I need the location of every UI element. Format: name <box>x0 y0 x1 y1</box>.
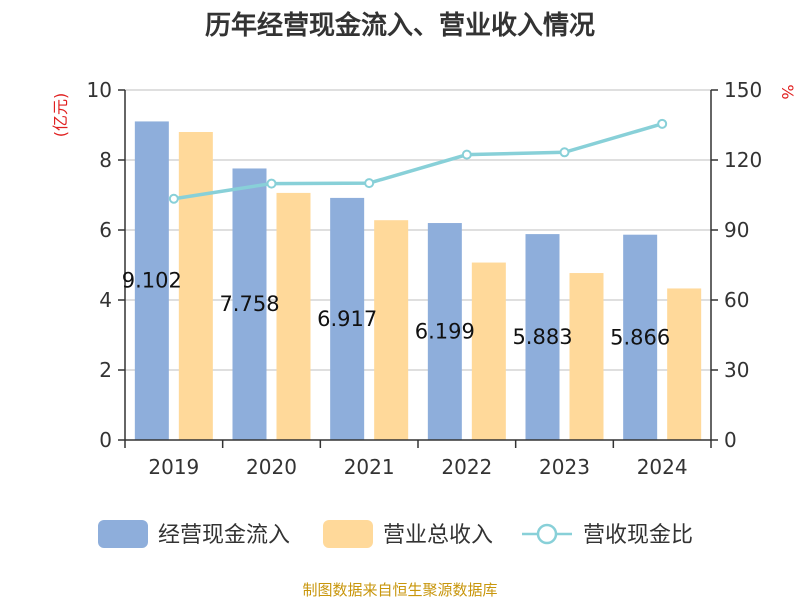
bar-revenue <box>178 132 213 440</box>
legend-label: 营收现金比 <box>583 523 693 548</box>
bar-value-label: 5.866 <box>610 325 670 349</box>
bar-cash-inflow <box>525 234 560 440</box>
left-axis-unit: (亿元) <box>51 93 70 138</box>
x-axis-tick-label: 2023 <box>539 455 590 479</box>
left-axis-tick-label: 10 <box>87 78 112 102</box>
left-axis-tick-label: 6 <box>99 218 112 242</box>
bar-cash-inflow <box>134 121 169 441</box>
bar-value-label: 9.102 <box>122 269 182 293</box>
bar-revenue <box>276 192 311 440</box>
x-axis-tick-label: 2022 <box>441 455 492 479</box>
ratio-line-point <box>559 147 570 158</box>
right-axis-tick-label: 90 <box>724 218 749 242</box>
ratio-line-group <box>168 118 668 204</box>
left-axis-tick-label: 2 <box>99 358 112 382</box>
grid-lines <box>125 89 711 371</box>
chart-title: 历年经营现金流入、营业收入情况 <box>205 10 595 41</box>
left-axis-tick-label: 4 <box>99 288 112 312</box>
bar-revenue <box>667 288 702 440</box>
bar-revenue <box>374 220 409 440</box>
ratio-line-point <box>657 118 668 129</box>
x-axis-tick-label: 2019 <box>148 455 199 479</box>
legend-swatch-marker <box>536 523 558 545</box>
x-axis-tick-label: 2024 <box>637 455 688 479</box>
bar-cash-inflow <box>232 168 267 440</box>
legend-label: 经营现金流入 <box>158 523 290 548</box>
right-axis-tick-label: 120 <box>724 148 762 172</box>
bar-revenue <box>471 262 506 440</box>
ratio-line-point <box>266 178 277 189</box>
bar-value-label: 5.883 <box>512 325 572 349</box>
ratio-line-point <box>364 178 375 189</box>
right-axis-tick-label: 30 <box>724 358 749 382</box>
right-axis-tick-label: 60 <box>724 288 749 312</box>
x-axis-tick-label: 2020 <box>246 455 297 479</box>
ratio-line-point <box>168 193 179 204</box>
legend-label: 营业总收入 <box>383 523 493 548</box>
bar-cash-inflow <box>330 197 365 440</box>
x-axis-tick-label: 2021 <box>344 455 395 479</box>
legend-swatch-cash-inflow <box>98 520 148 548</box>
left-axis-tick-label: 8 <box>99 148 112 172</box>
bar-labels: 9.102 7.758 6.917 6.199 5.883 5.866 <box>122 269 670 350</box>
bar-revenue <box>569 273 604 440</box>
right-axis-unit: % <box>778 84 797 99</box>
bar-value-label: 7.758 <box>219 292 279 316</box>
ratio-line-point <box>461 149 472 160</box>
ratio-line <box>173 122 663 201</box>
axes: 0 2 4 6 8 10 0 30 60 90 120 150 2019 2020 2021 2022 2023… <box>87 78 763 479</box>
bar-cash-inflow <box>427 223 462 440</box>
left-axis-tick-label: 0 <box>99 428 112 452</box>
bar-value-label: 6.917 <box>317 307 377 331</box>
legend-swatch-revenue <box>323 520 373 548</box>
legend: 经营现金流入 营业总收入 营收现金比 <box>98 520 693 548</box>
bar-cash-inflow <box>623 234 658 440</box>
source-note: 制图数据来自恒生聚源数据库 <box>302 581 497 599</box>
bar-value-label: 6.199 <box>415 320 475 344</box>
right-axis-tick-label: 0 <box>724 428 737 452</box>
bar-group <box>134 121 702 441</box>
right-axis-tick-label: 150 <box>724 78 762 102</box>
